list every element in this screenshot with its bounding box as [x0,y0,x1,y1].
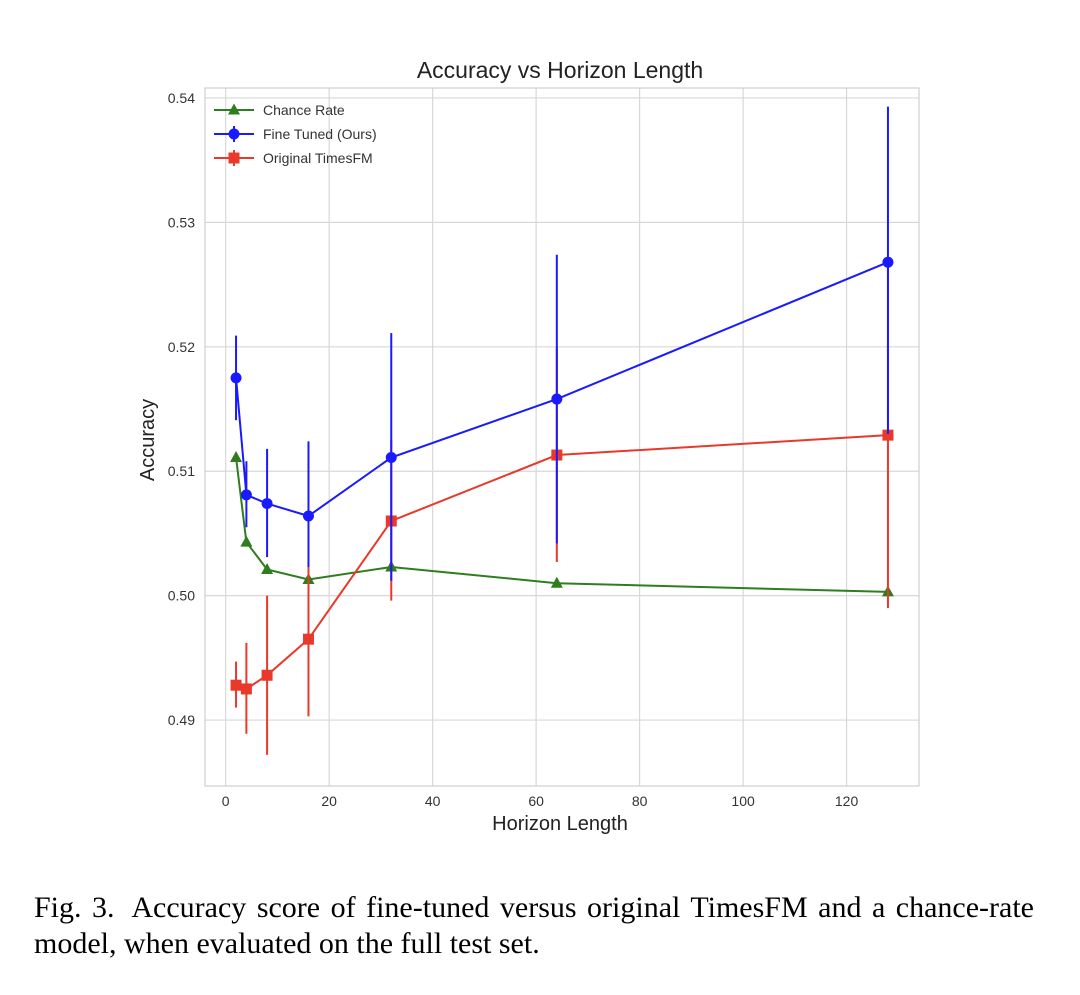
chance-rate-point [230,451,243,463]
legend: Chance Rate Fine Tuned (Ours) Original Tim… [214,102,377,166]
caption-text: Accuracy score of fine-tuned versus orig… [34,891,1034,960]
x-tick-label: 60 [528,793,544,809]
fine-tuned-ours-point [882,256,894,268]
x-tick-label: 20 [321,793,337,809]
y-tick-label: 0.50 [168,588,195,604]
legend-item: Fine Tuned (Ours) [214,126,377,142]
legend-label-chance-rate: Chance Rate [263,102,345,118]
chart-title: Accuracy vs Horizon Length [417,57,703,83]
fine-tuned-ours-point [261,498,273,510]
chance-rate-point [550,576,563,588]
x-tick-label: 40 [425,793,441,809]
original-timesfm-line [235,434,889,691]
x-axis-label: Horizon Length [492,813,628,835]
fine-tuned-ours-point [240,489,252,501]
fine-tuned-ours-point [385,452,397,464]
original-timesfm-point [882,429,894,441]
original-timesfm-point [230,679,242,691]
original-timesfm-point [240,683,252,695]
legend-label-fine-tuned-ours: Fine Tuned (Ours) [263,126,377,142]
y-tick-label: 0.52 [168,339,195,355]
y-tick-label: 0.53 [168,214,195,230]
legend-marker [228,103,240,115]
chance-rate-point [240,535,253,547]
fine-tuned-ours-point [302,510,314,522]
plot-area: 0 20 40 60 80 100 120 0.49 0.50 0.51 0.52 0.53 0.54 [168,87,920,809]
original-timesfm-point [261,669,273,681]
legend-item: Original TimesFM [214,150,373,166]
y-tick-label: 0.54 [168,90,195,106]
legend-marker [228,152,240,164]
fine-tuned-ours-point [551,393,563,405]
x-tick-label: 100 [731,793,755,809]
chance-rate-line [235,457,888,593]
original-timesfm-point [302,633,314,645]
x-tick-label: 120 [835,793,859,809]
legend-item: Chance Rate [214,102,345,118]
y-tick-label: 0.51 [168,463,195,479]
y-axis-label: Accuracy [137,399,159,481]
plot-frame [204,87,920,787]
y-tick-label: 0.49 [168,712,195,728]
fine-tuned-ours-line [235,261,889,518]
x-tick-label: 0 [222,793,230,809]
legend-marker [228,128,240,140]
fine-tuned-ours-point [230,372,242,384]
legend-label-original-timesfm: Original TimesFM [263,150,373,166]
chart: Accuracy vs Horizon Length 0 20 40 60 80 100 1… [137,57,920,835]
chance-rate-point [261,563,274,575]
figure-caption: Fig. 3. Accuracy score of fine-tuned ver… [34,890,1034,962]
caption-label: Fig. 3. [34,891,115,924]
x-tick-label: 80 [632,793,648,809]
